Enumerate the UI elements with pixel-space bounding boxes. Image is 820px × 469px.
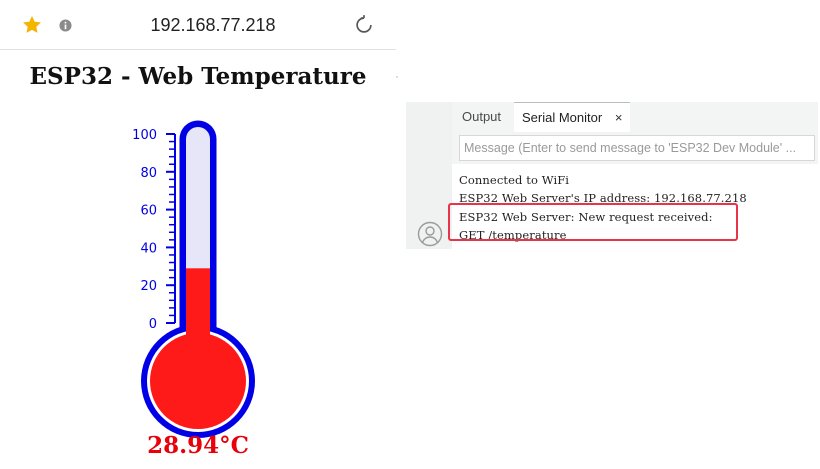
thermometer-scale: 100 80 60 40 20 0 <box>132 128 176 332</box>
star-icon[interactable] <box>21 14 43 36</box>
scale-label: 60 <box>140 204 157 219</box>
thermometer-bulb <box>150 333 246 429</box>
scale-label: 0 <box>149 317 157 332</box>
tab-output[interactable]: Output <box>462 102 501 131</box>
browser-window: 192.168.77.218 ESP32 - Web Temperature 1… <box>0 0 398 469</box>
console-line: Connected to WiFi <box>459 173 570 187</box>
scale-label: 80 <box>140 166 157 181</box>
page-title: ESP32 - Web Temperature <box>29 63 367 90</box>
console-line: ESP32 Web Server's IP address: 192.168.7… <box>459 191 747 205</box>
serial-message-input[interactable]: Message (Enter to send message to 'ESP32… <box>459 135 815 161</box>
scale-label: 40 <box>140 241 157 256</box>
serial-console-output: Connected to WiFi ESP32 Web Server's IP … <box>452 164 818 249</box>
ide-serial-panel: Output Serial Monitor × Message (Enter t… <box>406 102 818 249</box>
scale-label: 20 <box>140 279 157 294</box>
tab-serial-monitor-label: Serial Monitor <box>522 110 603 125</box>
tab-serial-monitor[interactable]: Serial Monitor × <box>514 102 631 132</box>
panel-tabs: Output Serial Monitor × <box>452 102 818 132</box>
console-line: GET /temperature <box>459 228 567 242</box>
divider <box>396 76 398 78</box>
info-icon[interactable] <box>59 19 72 32</box>
thermometer-mercury <box>186 268 210 364</box>
serial-message-placeholder: Message (Enter to send message to 'ESP32… <box>464 141 797 155</box>
scale-label: 100 <box>132 128 157 143</box>
console-line: ESP32 Web Server: New request received: <box>459 210 713 224</box>
reload-icon[interactable] <box>353 14 375 36</box>
highlight-box <box>448 203 738 241</box>
thermometer: 100 80 60 40 20 0 <box>132 120 255 438</box>
address-bar: 192.168.77.218 <box>0 0 396 50</box>
temperature-reading: 28.94°C <box>147 432 249 459</box>
ide-gutter <box>406 102 452 249</box>
tab-output-label: Output <box>462 109 502 124</box>
user-icon[interactable] <box>417 221 443 247</box>
close-icon[interactable]: × <box>614 110 623 125</box>
url-text[interactable]: 192.168.77.218 <box>150 15 276 35</box>
